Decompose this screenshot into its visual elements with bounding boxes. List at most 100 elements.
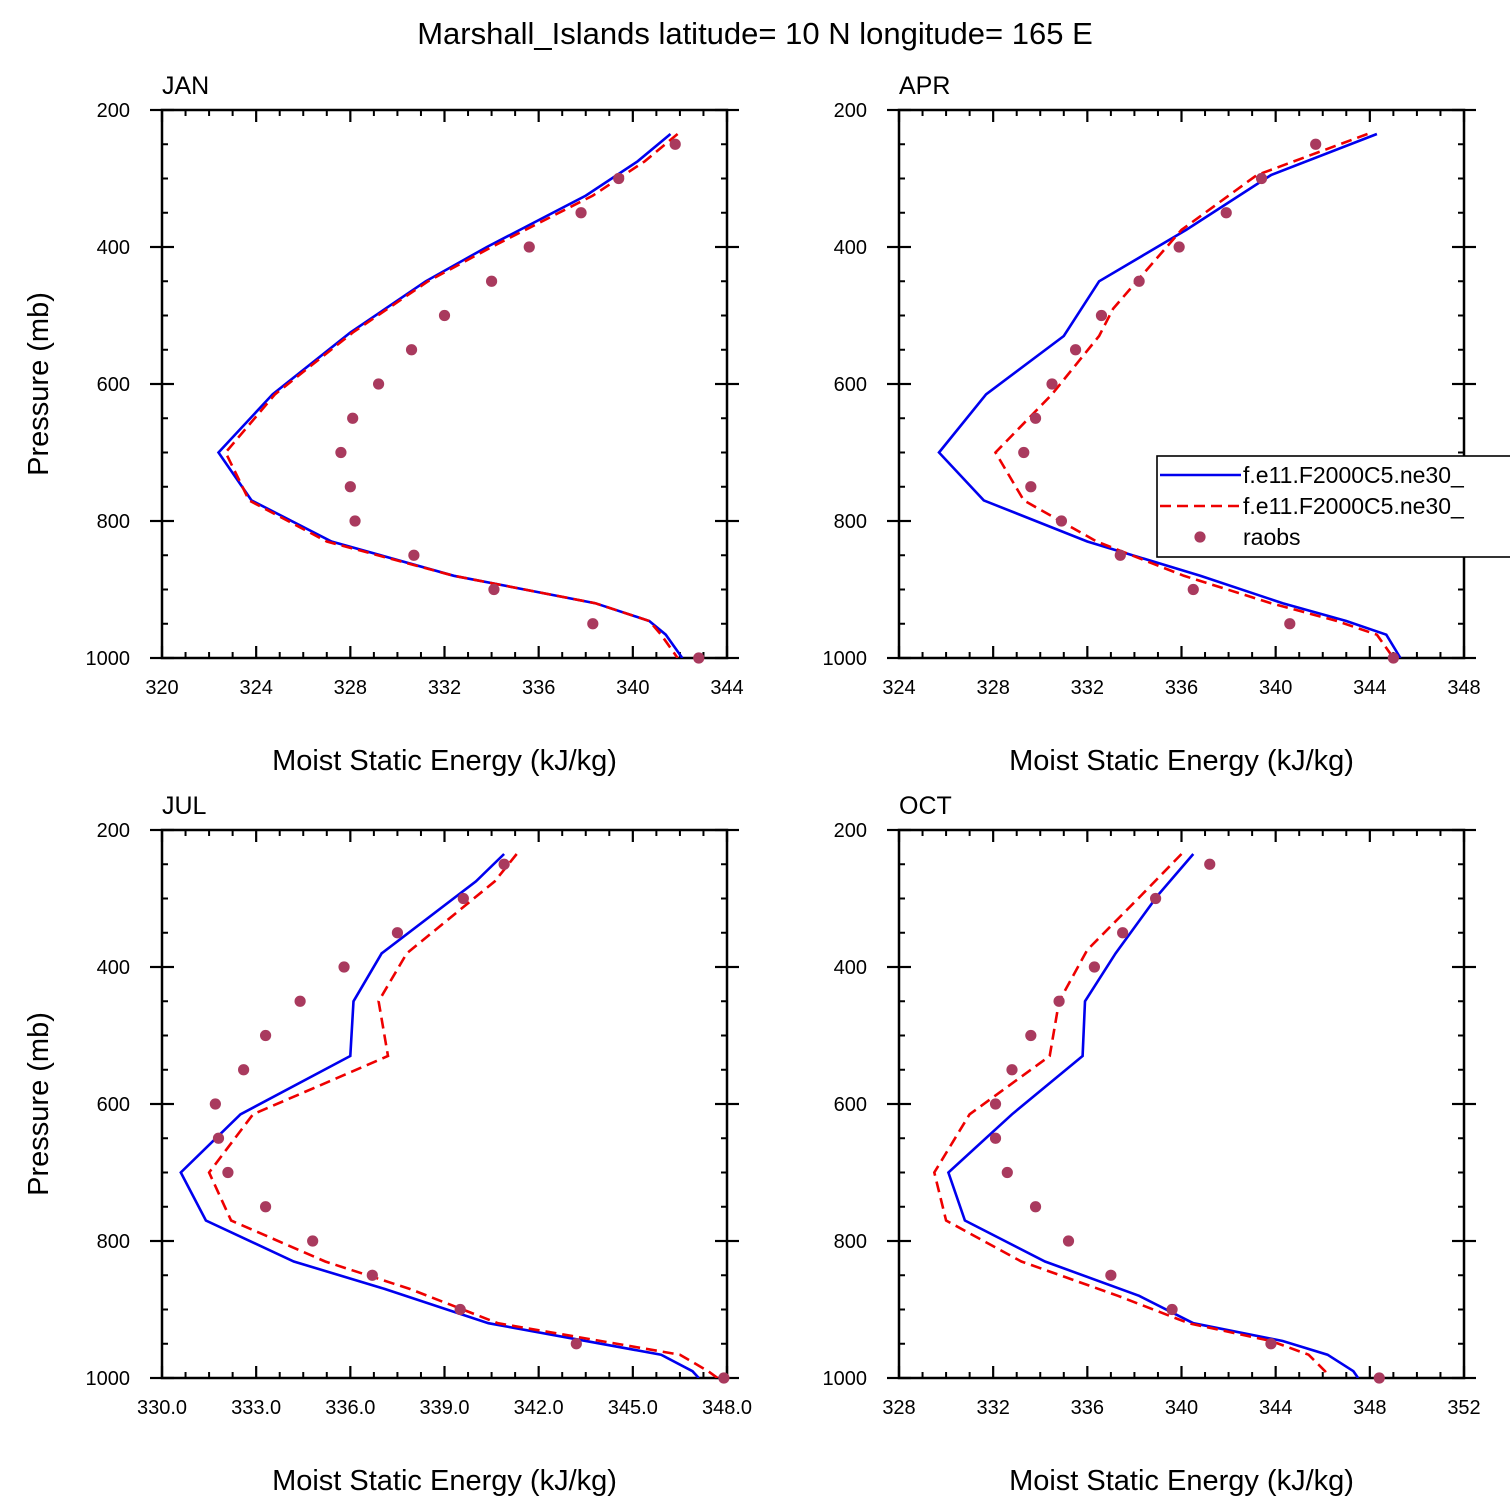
raobs-point	[1204, 858, 1216, 870]
y-tick-label: 600	[97, 374, 130, 396]
raobs-point	[1265, 1338, 1277, 1350]
series-raobs	[335, 138, 705, 664]
x-tick-label: 336.0	[325, 1397, 375, 1419]
raobs-point	[259, 1201, 272, 1213]
raobs-point	[1069, 344, 1082, 356]
legend-label: f.e11.F2000C5.ne30_	[1243, 462, 1465, 488]
raobs-point	[570, 1338, 582, 1350]
panel-title: OCT	[899, 792, 952, 820]
series-raobs	[989, 858, 1385, 1384]
raobs-point	[1373, 1372, 1385, 1384]
legend-label: raobs	[1243, 524, 1301, 550]
x-axis-label: Moist Static Energy (kJ/kg)	[272, 1465, 617, 1497]
raobs-point	[1046, 378, 1058, 390]
legend: f.e11.F2000C5.ne30_ f.e11.F2000C5.ne30_ra…	[1156, 455, 1510, 558]
raobs-point	[391, 927, 404, 939]
x-tick-label: 328	[976, 677, 1009, 699]
y-tick-label: 200	[834, 100, 867, 122]
x-axis-label: Moist Static Energy (kJ/kg)	[272, 745, 617, 777]
raobs-point	[372, 378, 385, 390]
y-axis-label: Pressure (mb)	[23, 1012, 55, 1196]
raobs-point	[1088, 961, 1100, 973]
raobs-point	[1001, 1166, 1013, 1179]
panel-jul: JUL 330.0 333.0 336.0 339.0 342.0 345.0 348.0 20…	[23, 792, 752, 1497]
raobs-point	[1220, 207, 1232, 219]
y-tick-label: 800	[834, 511, 867, 533]
x-tick-label: 324	[882, 677, 915, 699]
raobs-point	[1310, 138, 1322, 150]
panel-title: APR	[899, 72, 950, 100]
raobs-point	[587, 618, 599, 630]
x-tick-label: 340	[616, 677, 649, 699]
series-model-dashed-line	[932, 853, 1329, 1378]
series-model-dashed-line	[207, 853, 719, 1378]
y-tick-label: 200	[97, 100, 130, 122]
raobs-point	[1006, 1064, 1018, 1076]
y-tick-label: 1000	[86, 1368, 131, 1390]
raobs-point	[405, 344, 418, 356]
series-model-dashed-line	[993, 132, 1395, 658]
raobs-point	[222, 1166, 234, 1179]
x-tick-label: 333.0	[231, 1397, 281, 1419]
x-tick-label: 332	[976, 1397, 1009, 1419]
x-tick-label: 332	[428, 677, 461, 699]
x-tick-label: 348	[1353, 1397, 1386, 1419]
x-tick-label: 344	[1353, 677, 1386, 699]
raobs-point	[212, 1132, 225, 1144]
x-tick-label: 344	[710, 677, 743, 699]
raobs-point	[349, 515, 361, 527]
x-tick-label: 340	[1259, 677, 1292, 699]
series-raobs	[1018, 138, 1399, 664]
y-tick-label: 400	[834, 237, 867, 259]
raobs-point	[408, 549, 420, 561]
raobs-point	[1387, 652, 1399, 664]
x-tick-label: 332	[1071, 677, 1104, 699]
y-tick-label: 600	[834, 374, 867, 396]
x-tick-label: 339.0	[419, 1397, 469, 1419]
raobs-point	[454, 1303, 466, 1316]
raobs-point	[693, 652, 705, 664]
raobs-point	[1284, 618, 1296, 630]
panel-oct: OCT 328 332 336 340 344 348 352 200 400 600 800 1000…	[823, 792, 1481, 1497]
y-tick-label: 1000	[823, 648, 868, 670]
x-tick-label: 328	[882, 1397, 915, 1419]
x-tick-label: 320	[145, 677, 178, 699]
series-model-solid-line	[179, 853, 700, 1378]
raobs-point	[1173, 241, 1185, 253]
legend-marker	[1194, 531, 1206, 543]
raobs-point	[335, 446, 347, 459]
raobs-point	[1105, 1269, 1117, 1281]
raobs-point	[1029, 412, 1042, 424]
x-tick-label: 336	[1071, 1397, 1104, 1419]
figure-title: Marshall_Islands latitude= 10 N longitud…	[417, 16, 1093, 51]
x-tick-label: 348	[1447, 677, 1480, 699]
raobs-point	[575, 207, 587, 219]
raobs-point	[1133, 275, 1145, 287]
panel-jan: JAN 320 324 328 332 336 340 344 200 400 600 800 1000…	[23, 72, 744, 777]
x-axis-label: Moist Static Energy (kJ/kg)	[1009, 1465, 1354, 1497]
raobs-point	[488, 583, 500, 596]
x-tick-label: 330.0	[137, 1397, 187, 1419]
raobs-point	[1187, 583, 1199, 596]
series-model-solid-line	[937, 132, 1402, 658]
raobs-point	[438, 309, 451, 322]
raobs-point	[1053, 995, 1065, 1007]
raobs-point	[1018, 446, 1030, 459]
raobs-point	[485, 275, 498, 287]
series-model-dashed-line	[224, 132, 679, 658]
x-tick-label: 324	[239, 677, 272, 699]
x-tick-label: 336	[1165, 677, 1198, 699]
x-tick-label: 328	[334, 677, 367, 699]
raobs-point	[989, 1098, 1002, 1110]
x-tick-label: 344	[1259, 1397, 1292, 1419]
y-tick-label: 600	[97, 1094, 130, 1116]
series-raobs	[209, 858, 730, 1384]
raobs-point	[669, 138, 681, 150]
series-model-solid-line	[216, 132, 684, 658]
x-tick-label: 340	[1165, 1397, 1198, 1419]
panel-title: JAN	[162, 72, 209, 100]
raobs-point	[1025, 481, 1037, 493]
raobs-point	[457, 892, 469, 905]
x-tick-label: 352	[1447, 1397, 1480, 1419]
raobs-point	[613, 172, 625, 185]
